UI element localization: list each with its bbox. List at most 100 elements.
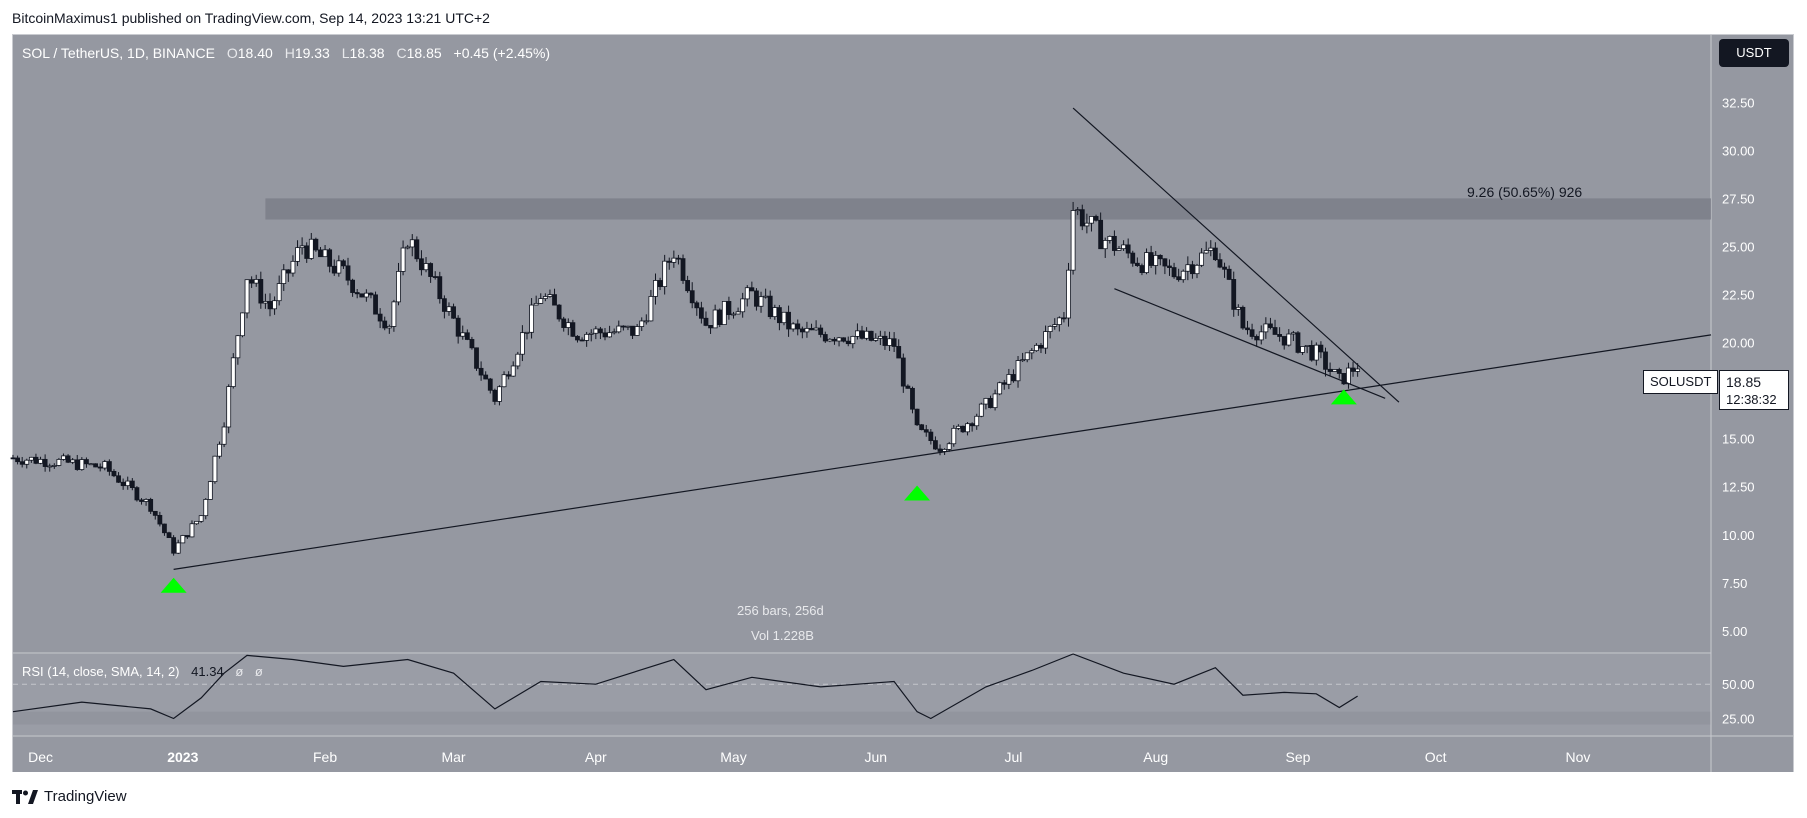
candle-body [1171,267,1177,278]
candle-body [653,280,658,297]
candle-body [474,347,479,369]
rsi-na-2: ø [254,664,263,679]
candle-body [42,458,48,467]
candle-body [547,294,553,297]
candle-body [354,292,360,295]
candle-body [974,415,980,427]
high-value: 19.33 [294,45,330,61]
rsi-label[interactable]: RSI (14, close, SMA, 14, 2) [22,664,180,679]
candle-body [708,325,713,329]
candle-body [1043,331,1048,349]
candle-body [152,510,158,516]
price-tick-label: 10.00 [1722,528,1755,543]
candle-body [253,279,259,284]
candle-body [616,325,622,333]
candle-body [1116,248,1122,251]
candle-body [313,238,319,251]
price-tick-label: 32.50 [1722,95,1755,110]
candles-group [10,201,1361,556]
candle-body [106,461,112,472]
candle-body [584,333,590,341]
candle-body [1139,265,1145,273]
candle-body [845,340,851,345]
candle-body [1341,373,1347,385]
footer-brand[interactable]: TradingView [12,788,127,805]
candle-body [1107,235,1113,241]
candle-body [88,463,94,466]
candle-body [1208,247,1214,251]
candle-body [813,327,819,331]
candle-body [455,317,461,337]
candle-body [1290,332,1296,335]
symbol-name[interactable]: SOL / TetherUS, 1D, BINANCE [22,45,215,61]
candle-body [804,327,810,333]
last-price-box: 18.85 12:38:32 [1719,370,1789,410]
price-tick-label: 27.50 [1722,191,1755,206]
candle-body [809,327,814,331]
close-value: 18.85 [406,45,442,61]
candle-body [1300,346,1305,353]
candle-body [97,466,103,469]
tradingview-logo-icon [12,789,38,804]
candle-body [1167,265,1172,268]
candle-body [1336,369,1342,374]
candle-body [148,499,154,512]
symbol-price-tag: SOLUSDT [1643,370,1719,394]
rsi-line [12,653,1358,720]
price-tick-label: 22.50 [1722,287,1755,302]
candle-body [84,459,89,465]
candle-body [1052,324,1058,327]
candle-body [1332,369,1338,372]
candle-body [240,312,245,337]
candle-body [171,537,177,554]
candle-body [437,276,443,300]
candle-body [1102,240,1108,250]
candle-body [1304,345,1310,347]
candle-body [359,293,365,298]
candle-body [1350,367,1356,372]
candle-body [1015,360,1021,382]
candle-body [492,389,498,402]
candle-body [1286,333,1292,346]
candle-body [910,387,915,410]
candle-body [721,301,727,326]
candle-body [281,269,287,284]
candle-body [933,440,938,450]
candle-body [671,257,677,263]
candle-body [680,258,686,281]
candle-body [648,296,654,322]
trendline-ascending-support [173,334,1712,570]
rsi-value: 41.34 [191,664,224,679]
candle-body [538,298,544,304]
candle-body [919,424,925,431]
candle-body [561,318,567,328]
candle-body [198,515,204,522]
time-tick-label: 2023 [167,749,198,765]
currency-button[interactable]: USDT [1719,39,1789,67]
candle-body [588,332,594,335]
candle-body [1199,252,1204,266]
candle-body [116,475,121,483]
candle-body [125,480,131,487]
candle-body [703,317,709,326]
candle-body [166,532,172,539]
candle-body [244,279,250,314]
candle-body [111,470,117,477]
candle-body [969,423,975,427]
support-marker-triangle [904,485,931,501]
candle-body [483,374,489,380]
time-tick-label: Nov [1565,749,1590,765]
high-label: H [284,45,295,61]
candle-body [1157,254,1163,260]
candle-body [1272,327,1278,335]
candle-body [1268,323,1273,328]
candle-body [772,307,778,318]
candle-body [19,461,25,465]
candle-body [441,298,447,312]
candle-body [795,323,801,330]
candle-body [290,260,296,274]
candle-body [1226,268,1232,280]
candle-body [93,463,99,468]
candle-body [120,481,126,487]
